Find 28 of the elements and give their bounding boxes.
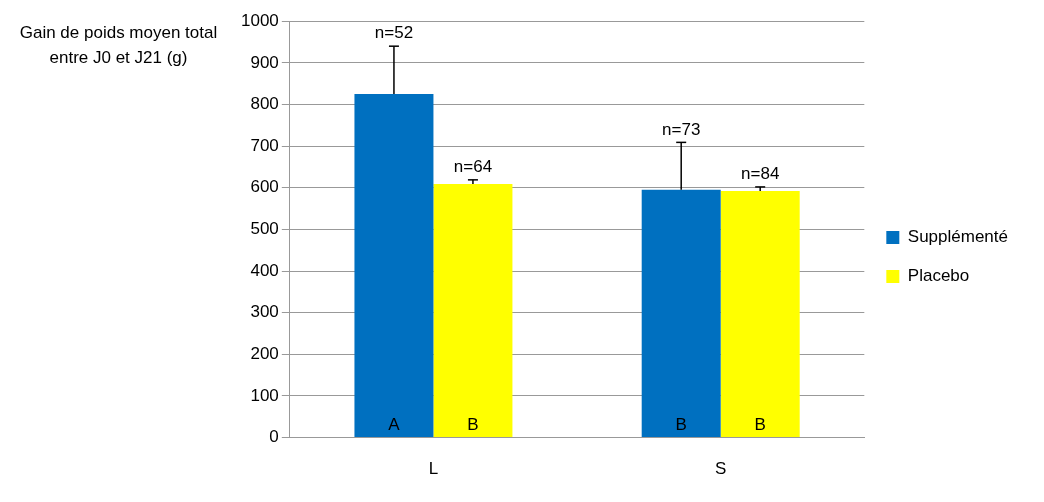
y-tick-label: 700 [250,135,279,155]
y-tick-label: 400 [250,260,279,280]
annotation: B [675,414,687,434]
y-tick-label: 0 [269,427,279,447]
x-tick-label: L [428,459,439,479]
y-tick-label: 200 [250,344,279,364]
annotation: B [467,414,479,434]
annotation: n=73 [662,119,701,139]
annotation: n=64 [453,157,493,177]
bar [433,184,513,438]
y-tick-label: 100 [250,385,279,405]
y-axis-title: Gain de poids moyen total entre J0 et J21 (g) [18,22,219,69]
annotation: A [388,414,401,434]
bar [641,189,721,438]
y-tick-label: 1000 [240,10,279,30]
annotation: B [754,414,766,434]
x-tick-label: S [715,459,727,479]
annotation: n=52 [374,23,414,43]
y-tick-label: 800 [250,94,279,114]
annotation: n=84 [741,164,780,184]
bar [720,191,800,438]
bar [354,94,434,438]
legend-label: Placebo [907,266,970,286]
y-tick-label: 600 [250,177,279,197]
y-tick-label: 900 [250,52,279,72]
y-tick-label: 300 [250,302,279,322]
y-tick-label: 500 [250,219,279,239]
legend-label: Supplémenté [907,227,1009,247]
